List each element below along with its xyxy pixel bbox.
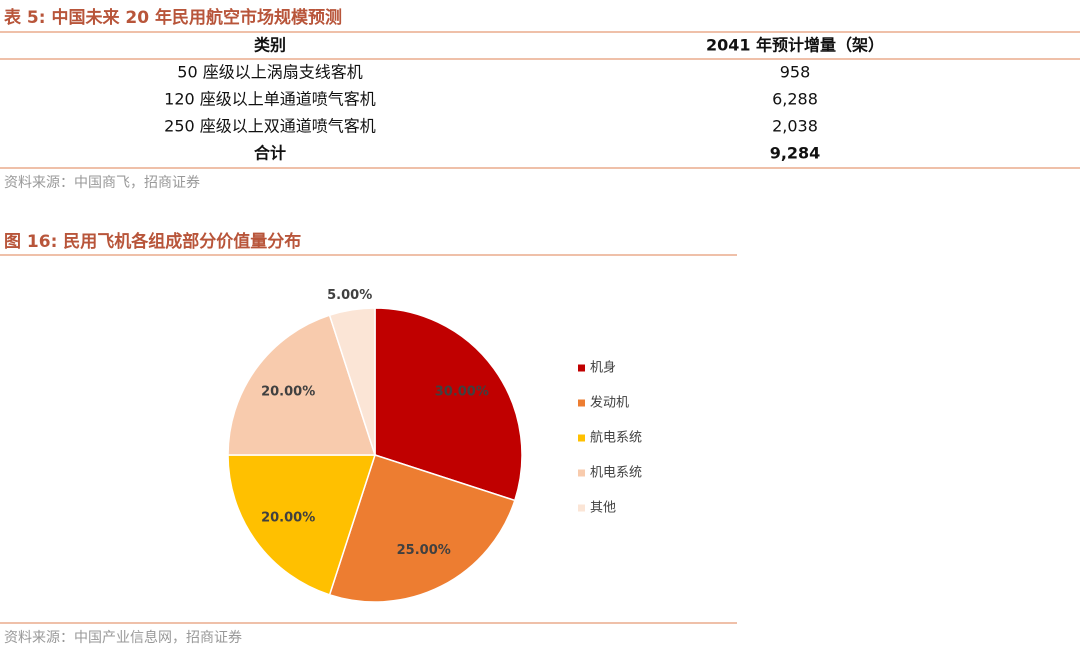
table-title: 表 5: 中国未来 20 年民用航空市场规模预测 — [4, 7, 342, 28]
legend-swatch — [578, 434, 585, 442]
table-total: 合计 — [254, 144, 286, 163]
legend-label: 其他 — [590, 501, 616, 516]
table-header: 类别 — [254, 36, 286, 55]
pie-slice — [227, 314, 377, 456]
data-label: 20.00% — [261, 384, 315, 399]
table-header: 2041 年预计增量（架） — [706, 36, 884, 55]
table-total: 9,284 — [770, 144, 821, 163]
table-cell: 50 座级以上涡扇支线客机 — [177, 63, 362, 82]
table-cell: 120 座级以上单通道喷气客机 — [164, 90, 376, 109]
legend-swatch — [578, 399, 585, 407]
chart-title: 图 16: 民用飞机各组成部分价值量分布 — [4, 231, 301, 252]
legend-swatch — [578, 504, 585, 512]
table-cell: 250 座级以上双通道喷气客机 — [164, 117, 376, 136]
pie-slice — [328, 307, 376, 456]
legend-swatch — [578, 364, 585, 372]
table-cell: 6,288 — [772, 90, 818, 109]
source: 资料来源：中国商飞，招商证券 — [4, 175, 200, 191]
data-label: 25.00% — [397, 543, 451, 558]
pie-slice — [328, 454, 516, 603]
table-cell: 958 — [780, 63, 811, 82]
pie: 30.00% 25.00% 20.00% 20.00% 5.00% — [227, 288, 523, 603]
legend-label: 发动机 — [590, 395, 629, 411]
data-label: 20.00% — [261, 511, 315, 526]
source: 资料来源：中国产业信息网，招商证券 — [4, 629, 242, 646]
legend-label: 机电系统 — [590, 466, 642, 481]
pie-slice — [374, 307, 523, 502]
legend-label: 机身 — [590, 360, 616, 376]
data-label: 5.00% — [327, 288, 372, 303]
data-label: 30.00% — [435, 384, 489, 399]
pie-slice — [227, 454, 377, 596]
legend-swatch — [578, 469, 585, 477]
legend-label: 航电系统 — [590, 430, 642, 446]
table-body: 50 座级以上涡扇支线客机 958 120 座级以上单通道喷气客机 6,288 250 … — [164, 63, 820, 163]
table-cell: 2,038 — [772, 117, 818, 136]
